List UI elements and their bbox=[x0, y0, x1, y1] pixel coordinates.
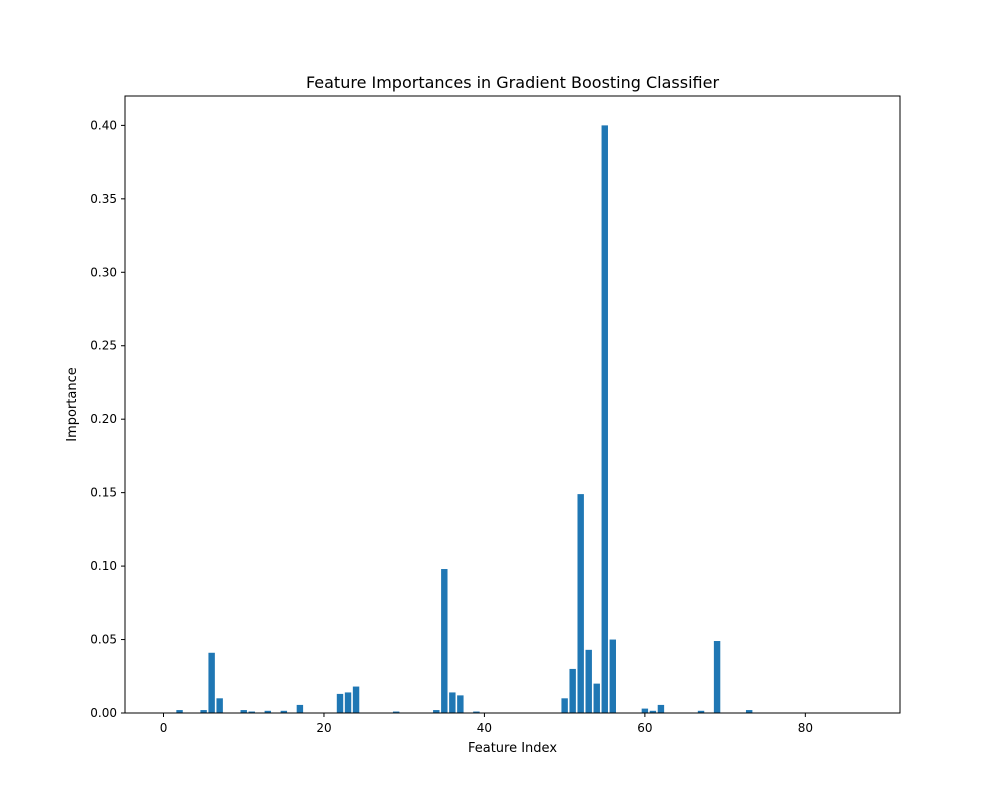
bar-feature-54 bbox=[593, 683, 600, 713]
bar-feature-67 bbox=[697, 710, 705, 713]
bar-feature-6 bbox=[208, 652, 215, 713]
bars bbox=[176, 125, 753, 713]
plot-frame bbox=[124, 95, 901, 714]
x-axis-ticks: 0 20 40 60 80 bbox=[160, 713, 813, 735]
y-tick-label: 0.40 bbox=[90, 118, 117, 132]
y-tick-label: 0.30 bbox=[90, 265, 117, 279]
bar-feature-35 bbox=[441, 569, 448, 713]
bar-feature-61 bbox=[649, 710, 657, 713]
bar-feature-22 bbox=[336, 693, 344, 713]
y-tick-label: 0.20 bbox=[90, 412, 117, 426]
x-tick-label: 20 bbox=[316, 721, 331, 735]
y-tick-label: 0.25 bbox=[90, 339, 117, 353]
y-tick-label: 0.10 bbox=[90, 559, 117, 573]
bar-feature-34 bbox=[433, 710, 440, 713]
bar-feature-36 bbox=[449, 692, 456, 713]
bar-feature-24 bbox=[352, 686, 360, 713]
bar-feature-56 bbox=[609, 639, 616, 713]
y-tick-label: 0.05 bbox=[90, 633, 117, 647]
bar-feature-37 bbox=[457, 695, 464, 713]
x-tick-label: 0 bbox=[160, 721, 168, 735]
bar-feature-7 bbox=[216, 698, 223, 713]
y-axis-ticks: 0.00 0.05 0.10 0.15 0.20 0.25 0.30 0.35 0.40 bbox=[90, 118, 125, 720]
bar-feature-39 bbox=[473, 711, 480, 713]
bar-feature-15 bbox=[280, 710, 288, 713]
bar-feature-51 bbox=[569, 668, 576, 713]
bar-feature-73 bbox=[745, 710, 753, 713]
bar-feature-2 bbox=[176, 710, 183, 713]
y-axis-label: Importance bbox=[65, 367, 80, 442]
y-tick-label: 0.35 bbox=[90, 192, 117, 206]
bar-feature-5 bbox=[200, 710, 207, 713]
bar-feature-29 bbox=[392, 711, 400, 713]
y-tick-label: 0.15 bbox=[90, 486, 117, 500]
bar-feature-52 bbox=[577, 494, 584, 713]
bar-feature-23 bbox=[344, 692, 352, 713]
x-tick-label: 80 bbox=[798, 721, 813, 735]
bar-feature-17 bbox=[296, 704, 304, 713]
chart-title: Feature Importances in Gradient Boosting… bbox=[306, 73, 720, 92]
x-tick-label: 60 bbox=[637, 721, 652, 735]
x-axis-label: Feature Index bbox=[468, 741, 557, 756]
bar-feature-60 bbox=[641, 708, 649, 713]
bar-feature-53 bbox=[585, 649, 592, 713]
bar-feature-10 bbox=[240, 710, 247, 713]
bar-feature-55 bbox=[601, 125, 608, 713]
y-tick-label: 0.00 bbox=[90, 706, 117, 720]
bar-feature-50 bbox=[561, 698, 568, 713]
bar-feature-69 bbox=[713, 641, 721, 713]
bar-feature-13 bbox=[264, 710, 272, 713]
bar-feature-11 bbox=[248, 711, 255, 713]
bar-feature-62 bbox=[657, 704, 665, 713]
x-tick-label: 40 bbox=[477, 721, 492, 735]
